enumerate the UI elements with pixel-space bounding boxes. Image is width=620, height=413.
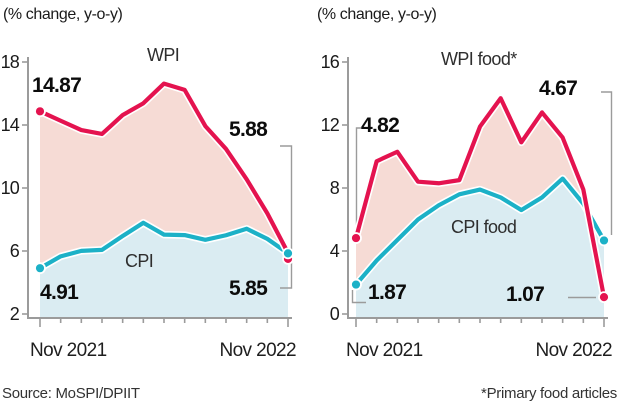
wpi-food-end-value-label: 1.07 (506, 283, 545, 306)
wpi-line (37, 81, 291, 255)
right-chart-title: (% change, y-o-y) (317, 6, 437, 23)
y-tick-label: 0 (330, 304, 340, 324)
x-axis-start-label: Nov 2021 (346, 340, 423, 361)
wpi-food-series-label: WPI food* (441, 49, 517, 69)
cpi-line (37, 220, 291, 271)
y-tick-label: 18 (1, 52, 20, 72)
y-tick-label: 6 (10, 241, 20, 261)
wpi-food-start-dot (350, 232, 362, 244)
chart-1: 0 4 8 12 16 Nov 2021 Nov 2022 (321, 52, 613, 361)
x-axis-start-label: Nov 2021 (30, 340, 107, 361)
cpi-start-dot (34, 262, 46, 275)
wpi-food-end-dot (598, 291, 610, 304)
cpi-start-value-label: 4.91 (40, 281, 79, 304)
left-chart-title: (% change, y-o-y) (3, 6, 123, 23)
wpi-end-value-label: 5.88 (229, 118, 268, 141)
y-tick-label: 4 (330, 241, 340, 261)
x-axis-end-label: Nov 2022 (535, 340, 612, 361)
wpi-food-start-value-label: 4.82 (361, 114, 400, 137)
chart-0: 2 6 10 14 18 Nov 2021 Nov 2022 (1, 52, 297, 361)
cpi-end-value-label: 5.85 (229, 277, 268, 300)
source-note: Source: MoSPI/DPIIT (2, 385, 140, 402)
wpi-start-dot (34, 105, 46, 118)
cpi-food-end-value-label: 4.67 (539, 77, 578, 100)
cpi-series-label: CPI (125, 251, 154, 271)
y-tick-label: 16 (321, 52, 340, 72)
y-tick-label: 2 (10, 304, 20, 324)
cpi-food-end-dot (598, 234, 610, 247)
footnote-primary-food-articles: *Primary food articles (481, 385, 617, 402)
y-tick-label: 10 (1, 178, 20, 198)
cpi-food-series-label: CPI food (451, 217, 517, 237)
wpi-series-label: WPI (147, 45, 180, 65)
y-tick-label: 14 (1, 115, 20, 135)
cpi-food-area (356, 178, 604, 318)
cpi-food-start-dot (350, 278, 362, 291)
cpi-end-dot (282, 247, 294, 260)
callout-brackets (280, 145, 293, 289)
axis-lines (27, 57, 292, 319)
callout-brackets (351, 91, 613, 304)
cpi-food-start-value-label: 1.87 (368, 281, 407, 304)
cpi-food-line (353, 176, 607, 287)
wpi-food-line (353, 96, 607, 300)
y-tick-label: 12 (321, 115, 340, 135)
wpi-start-value-label: 14.87 (32, 74, 82, 97)
x-axis-end-label: Nov 2022 (219, 340, 296, 361)
y-tick-label: 8 (330, 178, 340, 198)
cpi-area (40, 222, 288, 318)
